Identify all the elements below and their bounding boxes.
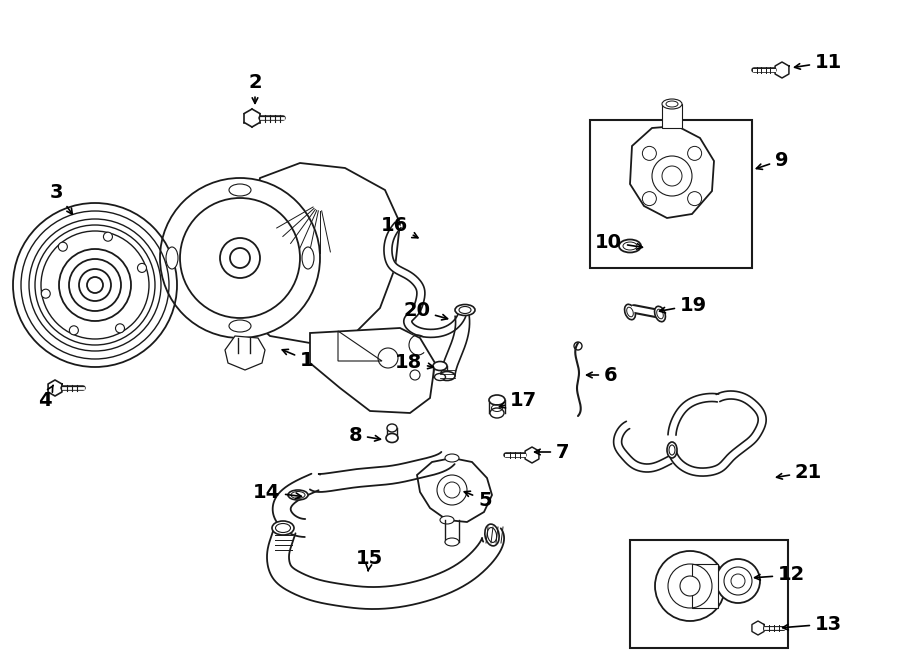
Polygon shape <box>614 421 671 472</box>
Text: 19: 19 <box>660 295 707 314</box>
Polygon shape <box>48 380 62 396</box>
Text: 11: 11 <box>795 52 842 71</box>
Text: 13: 13 <box>783 614 842 634</box>
Polygon shape <box>384 222 465 338</box>
Ellipse shape <box>662 99 682 109</box>
Text: 6: 6 <box>587 365 617 385</box>
Polygon shape <box>668 393 719 435</box>
Polygon shape <box>267 527 504 609</box>
Ellipse shape <box>288 490 308 500</box>
Ellipse shape <box>490 408 504 418</box>
Polygon shape <box>310 328 435 413</box>
Text: 12: 12 <box>754 565 806 585</box>
Text: 17: 17 <box>500 391 537 410</box>
Ellipse shape <box>166 247 178 269</box>
Text: 2: 2 <box>248 73 262 103</box>
Bar <box>590 120 752 268</box>
Circle shape <box>230 248 250 268</box>
Circle shape <box>138 263 147 272</box>
Text: 14: 14 <box>253 483 302 502</box>
Ellipse shape <box>489 395 505 405</box>
Text: 10: 10 <box>595 232 643 252</box>
Text: 3: 3 <box>50 183 72 214</box>
Circle shape <box>69 259 121 311</box>
Circle shape <box>716 559 760 603</box>
Polygon shape <box>662 104 682 128</box>
Circle shape <box>104 232 112 241</box>
Ellipse shape <box>455 305 475 316</box>
Ellipse shape <box>386 434 398 442</box>
Ellipse shape <box>387 424 397 432</box>
Ellipse shape <box>485 524 500 546</box>
Circle shape <box>41 289 50 298</box>
Circle shape <box>79 269 111 301</box>
Text: 9: 9 <box>756 150 788 169</box>
Polygon shape <box>225 336 265 370</box>
Ellipse shape <box>433 361 447 371</box>
Ellipse shape <box>625 305 635 320</box>
Circle shape <box>731 574 745 588</box>
Text: 4: 4 <box>38 385 53 410</box>
Circle shape <box>160 178 320 338</box>
Ellipse shape <box>439 371 455 381</box>
Text: 20: 20 <box>403 301 447 320</box>
Polygon shape <box>273 474 319 537</box>
Polygon shape <box>245 163 400 343</box>
Ellipse shape <box>667 442 677 458</box>
Ellipse shape <box>229 184 251 196</box>
Circle shape <box>87 277 103 293</box>
Circle shape <box>115 324 124 333</box>
Text: 15: 15 <box>356 549 383 571</box>
Ellipse shape <box>435 373 446 381</box>
Ellipse shape <box>302 247 314 269</box>
Ellipse shape <box>654 307 665 322</box>
Polygon shape <box>525 447 539 463</box>
Text: 8: 8 <box>348 426 381 444</box>
Text: 1: 1 <box>283 350 313 369</box>
Ellipse shape <box>229 320 251 332</box>
Circle shape <box>59 249 131 321</box>
Circle shape <box>220 238 260 278</box>
Polygon shape <box>244 109 260 127</box>
Polygon shape <box>417 458 492 522</box>
Ellipse shape <box>619 240 641 252</box>
Circle shape <box>680 576 700 596</box>
Polygon shape <box>752 621 764 635</box>
Circle shape <box>69 326 78 335</box>
Ellipse shape <box>440 516 454 524</box>
Polygon shape <box>692 564 718 608</box>
Text: 21: 21 <box>777 463 823 481</box>
Polygon shape <box>310 452 454 492</box>
Circle shape <box>58 242 68 251</box>
Ellipse shape <box>445 538 459 546</box>
Bar <box>630 540 788 648</box>
Text: 16: 16 <box>381 216 418 238</box>
Polygon shape <box>775 62 789 78</box>
Polygon shape <box>630 126 714 218</box>
Polygon shape <box>441 314 470 376</box>
Text: 18: 18 <box>395 352 434 371</box>
Ellipse shape <box>445 454 459 462</box>
Text: 7: 7 <box>535 442 570 461</box>
Text: 5: 5 <box>464 491 491 510</box>
Ellipse shape <box>272 521 294 535</box>
Circle shape <box>655 551 725 621</box>
Polygon shape <box>668 391 766 476</box>
